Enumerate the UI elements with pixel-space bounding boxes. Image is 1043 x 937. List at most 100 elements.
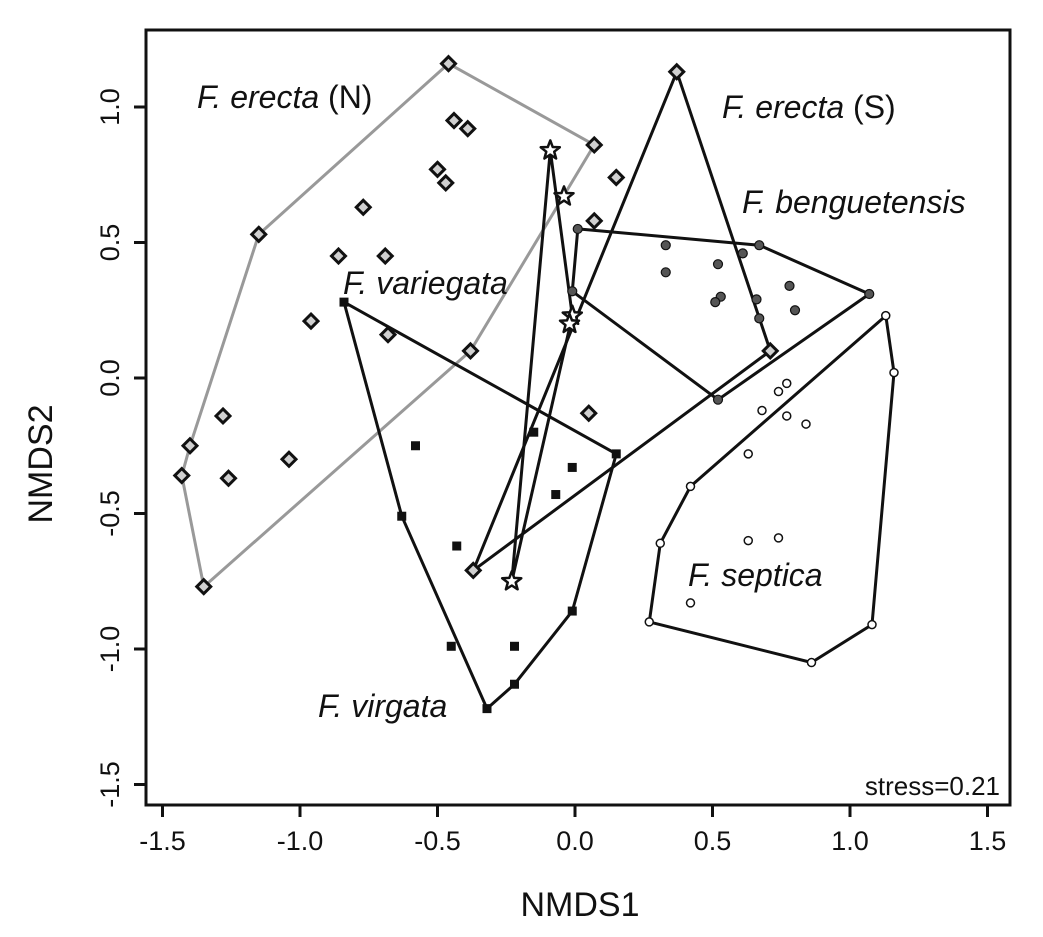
point-series-5 [644,617,654,627]
point-series-1 [607,168,626,187]
point-series-0 [354,198,373,217]
point-series-3 [737,248,748,259]
point-series-0 [180,436,200,455]
point-series-3 [660,267,671,278]
point-series-5 [773,533,784,543]
point-series-5 [806,657,817,668]
point-series-4 [482,704,492,714]
point-series-4 [611,449,621,459]
x-tick-label: 1.0 [831,826,869,856]
label-virgata: F. virgata [318,688,447,724]
x-tick-label: 0.0 [556,826,594,856]
x-tick-label: 0.5 [694,826,732,856]
hull-series-4 [342,300,618,711]
point-series-0 [249,225,268,244]
x-tick-label: -0.5 [414,826,461,856]
point-series-5 [743,535,753,546]
point-series-4 [510,641,519,651]
point-series-3 [789,305,801,316]
y-tick-label: -1.5 [95,761,125,808]
x-tick-label: -1.0 [277,826,324,856]
y-tick-label: 0.0 [95,359,125,397]
label-erecta-n: F. erecta (N) [197,79,372,115]
y-tick-label: -1.0 [95,626,125,673]
point-series-0 [329,246,348,266]
point-series-5 [655,538,665,549]
point-series-4 [411,441,420,451]
point-series-5 [685,481,696,492]
point-series-0 [444,111,464,130]
hull-series-3 [570,227,871,402]
point-series-0 [428,160,447,179]
point-series-0 [194,577,213,596]
point-series-0 [461,341,480,361]
point-series-3 [784,280,795,291]
point-series-0 [213,406,233,426]
point-series-4 [446,641,456,651]
hull-series-5 [647,314,896,664]
stress-annotation: stress=0.21 [865,771,1000,801]
point-series-5 [889,367,899,378]
point-series-1 [378,325,398,344]
point-series-5 [743,449,753,459]
point-series-3 [754,313,765,324]
point-series-4 [339,297,349,307]
y-axis-ticks: -1.5 -1.0 -0.5 0.0 0.5 1.0 [95,88,146,808]
point-series-3 [572,223,583,235]
hull-series-2 [510,148,574,583]
point-series-0 [301,311,321,331]
point-series-5 [757,405,767,416]
point-series-4 [452,541,462,551]
point-series-4 [567,606,577,616]
point-series-5 [801,419,811,429]
point-series-3 [660,240,671,251]
point-series-5 [773,386,784,397]
hull-series-0 [180,62,596,589]
point-series-0 [279,450,299,469]
point-series-4 [510,679,519,689]
point-series-3 [864,288,875,300]
label-variegata: F. variegata [343,265,508,301]
data-points [172,54,899,714]
label-erecta-s: F. erecta (S) [722,89,896,125]
axes [144,28,1012,807]
point-series-5 [685,598,696,608]
point-series-0 [219,469,238,488]
point-series-5 [782,411,792,421]
label-septica: F. septica [688,557,823,593]
point-series-1 [761,341,780,361]
point-series-0 [439,54,458,73]
point-series-5 [782,378,792,389]
point-series-3 [710,297,721,308]
x-axis-title: NMDS1 [520,886,639,924]
point-series-2 [558,312,581,334]
point-series-0 [458,119,477,138]
point-series-1 [585,211,604,230]
point-series-5 [867,619,877,630]
point-series-3 [567,286,578,297]
point-series-4 [551,490,561,500]
point-series-5 [881,310,891,321]
point-series-3 [712,394,724,405]
point-series-3 [712,259,724,270]
label-erecta-s-italic: F. erecta [722,89,844,125]
label-erecta-n-suffix: (N) [319,79,372,115]
x-axis-ticks: -1.5 -1.0 -0.5 0.0 0.5 1.0 1.5 [139,805,1006,856]
point-series-0 [172,466,191,485]
point-series-1 [667,62,686,81]
group-labels: F. erecta (N) F. erecta (S) F. variegata… [197,79,966,724]
point-series-3 [751,294,762,305]
y-tick-label: -0.5 [95,490,125,537]
point-series-2 [539,139,562,160]
label-benguetensis: F. benguetensis [742,184,966,220]
point-series-1 [464,561,483,580]
y-tick-label: 1.0 [95,88,125,126]
plot-frame [144,28,1012,807]
y-tick-label: 0.5 [95,224,125,262]
hull-series-1 [471,70,772,572]
label-erecta-s-suffix: (S) [844,89,896,125]
point-series-3 [754,240,765,251]
y-axis-title: NMDS2 [22,404,60,523]
point-series-0 [436,173,455,193]
